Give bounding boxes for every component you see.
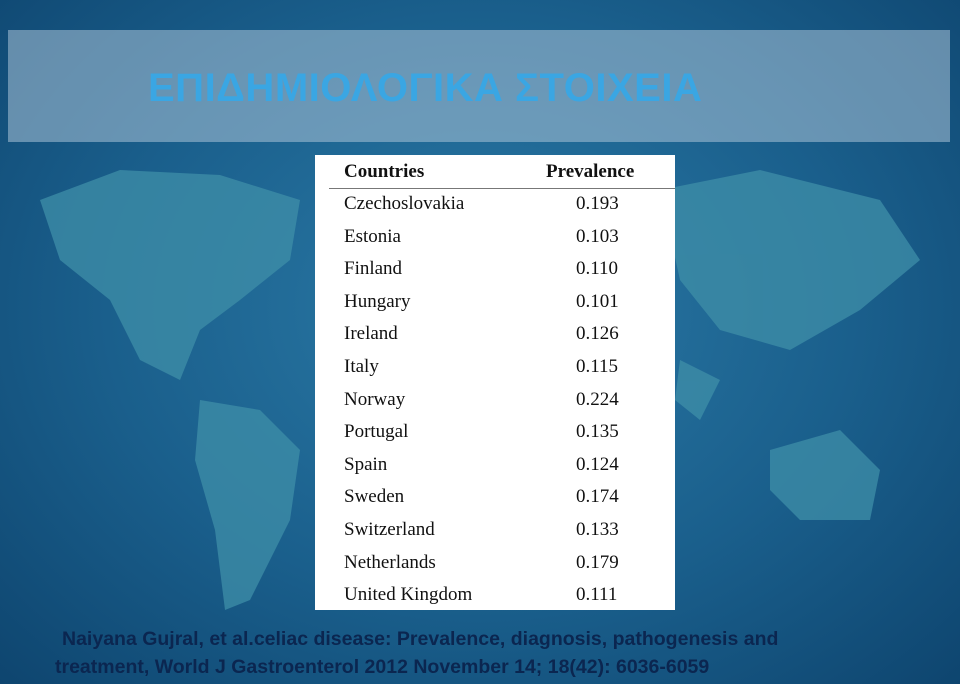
prevalence-cell: 0.103 <box>576 225 619 247</box>
prevalence-cell: 0.110 <box>576 258 619 280</box>
country-cell: Hungary <box>344 290 411 312</box>
country-cell: Portugal <box>344 421 409 443</box>
australia <box>770 430 880 520</box>
prevalence-cell: 0.135 <box>576 421 619 443</box>
prevalence-cell: 0.193 <box>576 193 619 214</box>
south-america <box>195 400 300 610</box>
citation-line: Naiyana Gujral, et al.celiac disease: Pr… <box>62 628 779 650</box>
title-banner <box>8 30 950 142</box>
north-america <box>40 170 300 380</box>
country-cell: Netherlands <box>344 551 436 573</box>
slide-title: ΕΠΙΔΗΜΙΟΛΟΓΙΚΑ ΣΤΟΙΧΕΙΑ <box>148 66 703 110</box>
prevalence-cell: 0.126 <box>576 323 619 345</box>
header-rule <box>329 188 675 189</box>
prevalence-cell: 0.101 <box>576 290 619 312</box>
citation-line: treatment, World J Gastroenterol 2012 No… <box>55 656 710 678</box>
prevalence-cell: 0.111 <box>576 584 618 606</box>
prevalence-cell: 0.174 <box>576 486 619 508</box>
prevalence-cell: 0.179 <box>576 551 619 573</box>
country-cell: Finland <box>344 258 403 280</box>
prevalence-cell: 0.133 <box>576 519 619 540</box>
country-cell: Switzerland <box>344 519 435 540</box>
prevalence-cell: 0.115 <box>576 356 619 377</box>
column-header: Countries <box>344 161 425 182</box>
table: Countries Prevalence Czechoslovakia 0.193… <box>315 155 675 610</box>
country-cell: Spain <box>344 453 388 475</box>
country-cell: Estonia <box>344 225 401 247</box>
country-cell: Sweden <box>344 486 405 508</box>
prevalence-cell: 0.124 <box>576 453 619 475</box>
country-cell: Italy <box>344 356 379 377</box>
country-cell: Norway <box>344 388 406 410</box>
column-header: Prevalence <box>546 161 635 182</box>
country-cell: Czechoslovakia <box>344 193 465 214</box>
country-cell: United Kingdom <box>344 584 473 606</box>
country-cell: Ireland <box>344 323 398 345</box>
asia <box>660 170 920 350</box>
prevalence-cell: 0.224 <box>576 388 619 410</box>
islands <box>675 360 720 420</box>
